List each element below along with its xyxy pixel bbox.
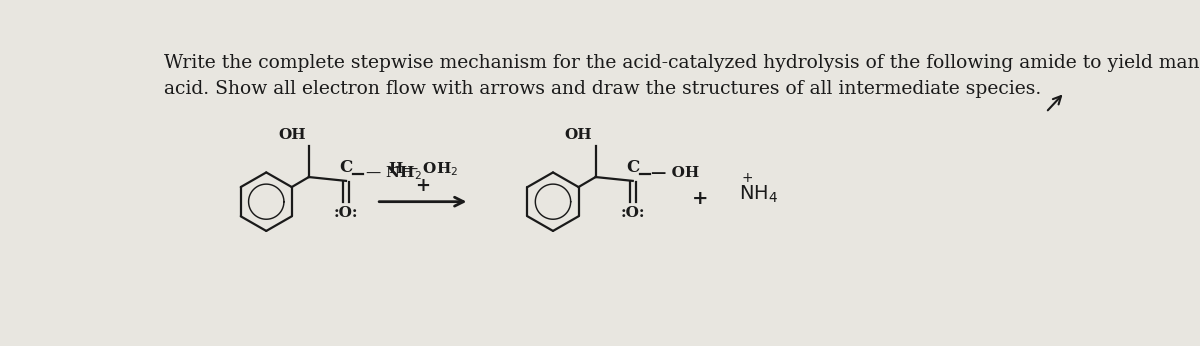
Text: OH: OH [565, 128, 593, 142]
Text: H— OH$_2$: H— OH$_2$ [388, 161, 458, 178]
Text: — NH$_2$: — NH$_2$ [365, 164, 421, 182]
Text: — OH: — OH [652, 166, 700, 180]
Text: $\overset{+}{\mathrm{N}}\mathrm{H_4}$: $\overset{+}{\mathrm{N}}\mathrm{H_4}$ [739, 171, 778, 206]
Text: acid. Show all electron flow with arrows and draw the structures of all intermed: acid. Show all electron flow with arrows… [164, 80, 1042, 98]
Text: Write the complete stepwise mechanism for the acid-catalyzed hydrolysis of the f: Write the complete stepwise mechanism fo… [164, 54, 1200, 72]
Text: :O:: :O: [334, 206, 359, 219]
Text: C: C [626, 158, 640, 175]
Text: OH: OH [278, 128, 306, 142]
Text: :O:: :O: [620, 206, 646, 219]
Text: C: C [340, 158, 353, 175]
Text: +: + [692, 190, 708, 208]
Text: +: + [415, 177, 431, 195]
